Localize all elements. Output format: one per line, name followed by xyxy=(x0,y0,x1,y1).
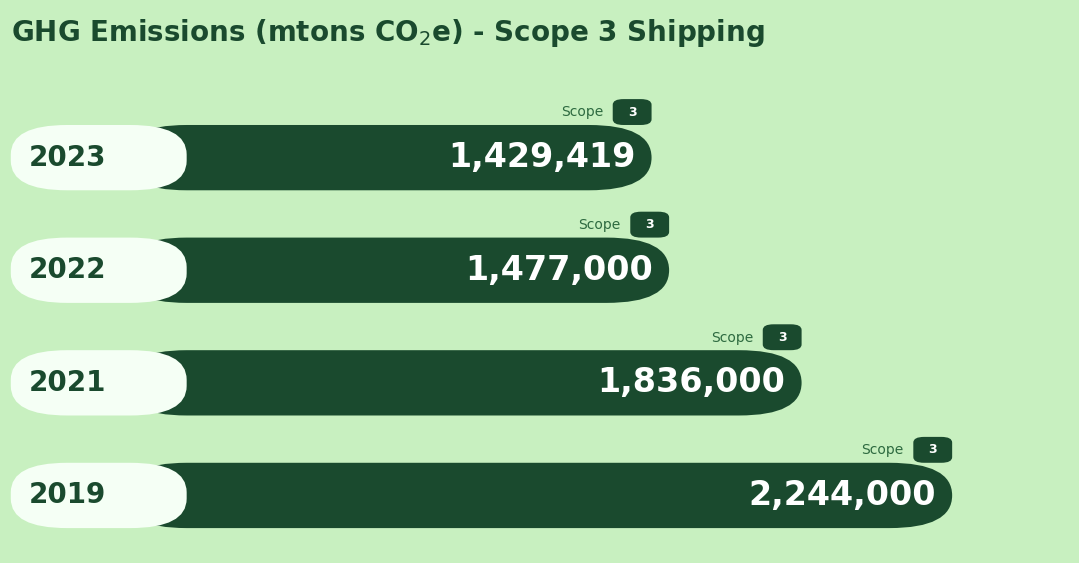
FancyBboxPatch shape xyxy=(630,212,669,238)
FancyBboxPatch shape xyxy=(613,99,652,125)
FancyBboxPatch shape xyxy=(763,324,802,350)
Text: 3: 3 xyxy=(928,443,937,457)
FancyBboxPatch shape xyxy=(11,125,187,190)
Text: 3: 3 xyxy=(778,330,787,344)
Text: GHG Emissions (mtons CO$_2$e) - Scope 3 Shipping: GHG Emissions (mtons CO$_2$e) - Scope 3 … xyxy=(11,17,764,49)
FancyBboxPatch shape xyxy=(124,238,669,303)
FancyBboxPatch shape xyxy=(11,350,187,415)
Text: Scope: Scope xyxy=(578,218,620,232)
Text: 2022: 2022 xyxy=(29,256,106,284)
Text: 2,244,000: 2,244,000 xyxy=(749,479,935,512)
Text: 1,477,000: 1,477,000 xyxy=(465,254,653,287)
Text: 3: 3 xyxy=(628,105,637,119)
Text: 2023: 2023 xyxy=(29,144,106,172)
FancyBboxPatch shape xyxy=(913,437,952,463)
Text: 2021: 2021 xyxy=(29,369,106,397)
Text: Scope: Scope xyxy=(861,443,903,457)
FancyBboxPatch shape xyxy=(124,463,952,528)
Text: 2019: 2019 xyxy=(29,481,106,510)
FancyBboxPatch shape xyxy=(124,125,652,190)
Text: 1,836,000: 1,836,000 xyxy=(598,367,786,399)
Text: 3: 3 xyxy=(645,218,654,231)
Text: 1,429,419: 1,429,419 xyxy=(448,141,636,174)
Text: Scope: Scope xyxy=(711,330,753,345)
Text: Scope: Scope xyxy=(561,105,603,119)
FancyBboxPatch shape xyxy=(11,238,187,303)
FancyBboxPatch shape xyxy=(124,350,802,415)
FancyBboxPatch shape xyxy=(11,463,187,528)
